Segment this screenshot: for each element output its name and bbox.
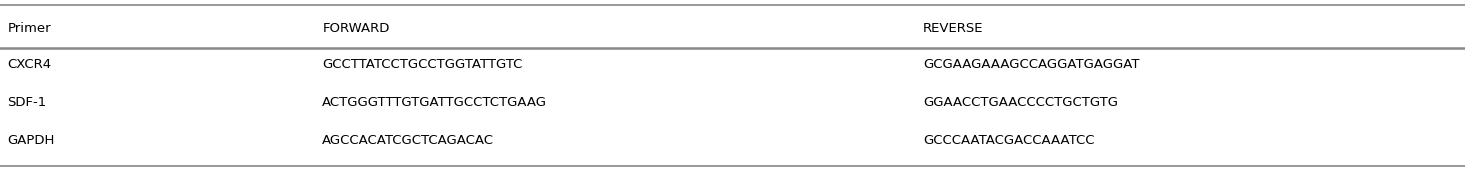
Text: AGCCACATCGCTCAGACAC: AGCCACATCGCTCAGACAC xyxy=(322,134,494,147)
Text: GCGAAGAAAGCCAGGATGAGGAT: GCGAAGAAAGCCAGGATGAGGAT xyxy=(923,58,1140,71)
Text: GAPDH: GAPDH xyxy=(7,134,54,147)
Text: ACTGGGTTTGTGATTGCCTCTGAAG: ACTGGGTTTGTGATTGCCTCTGAAG xyxy=(322,96,548,109)
Text: REVERSE: REVERSE xyxy=(923,22,983,35)
Text: GCCCAATACGACCAAATCC: GCCCAATACGACCAAATCC xyxy=(923,134,1094,147)
Text: GCCTTATCCTGCCTGGTATTGTC: GCCTTATCCTGCCTGGTATTGTC xyxy=(322,58,523,71)
Text: Primer: Primer xyxy=(7,22,51,35)
Text: CXCR4: CXCR4 xyxy=(7,58,51,71)
Text: SDF-1: SDF-1 xyxy=(7,96,47,109)
Text: GGAACCTGAACCCCTGCTGTG: GGAACCTGAACCCCTGCTGTG xyxy=(923,96,1118,109)
Text: FORWARD: FORWARD xyxy=(322,22,390,35)
